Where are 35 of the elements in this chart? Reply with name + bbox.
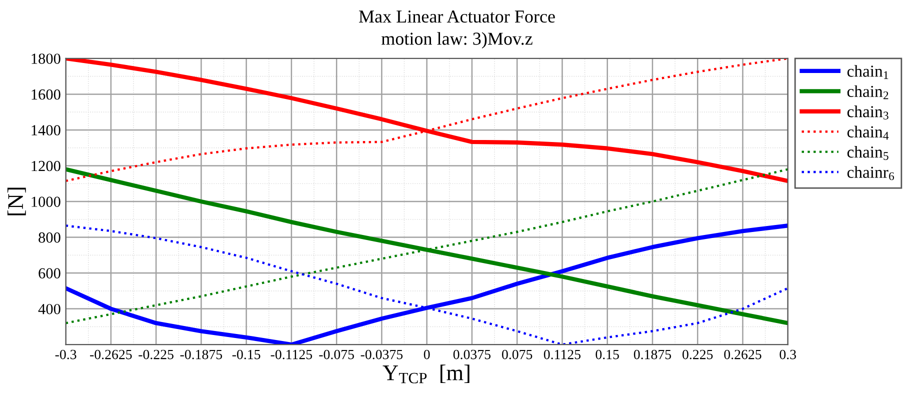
y-tick-label: 600	[38, 268, 60, 278]
y-tick-label: 400	[38, 304, 60, 314]
x-tick-label: 0.075	[502, 350, 532, 360]
x-tick-label: -0.075	[319, 350, 354, 360]
legend-label: chain$_{3}$	[847, 106, 888, 120]
y-tick-label: 1600	[32, 89, 60, 100]
y-tick-label: 1800	[32, 54, 60, 64]
y-tick-label: 800	[38, 232, 60, 243]
y-axis-title: [N]	[7, 188, 26, 216]
y-tick-label: 1000	[32, 196, 60, 207]
x-tick-label: 0.1125	[544, 350, 581, 360]
x-tick-label: -0.1875	[180, 350, 222, 360]
x-tick-label: -0.0375	[360, 350, 403, 360]
x-tick-label: -0.3	[55, 350, 76, 360]
x-tick-label: 0.1875	[634, 350, 672, 360]
x-tick-label: -0.1125	[270, 350, 312, 360]
legend-label: chain$_{2}$	[847, 85, 888, 100]
legend-label: chain$_{4}$	[847, 126, 889, 140]
x-tick-label: 0.225	[682, 350, 713, 360]
legend-label: chain$_{5}$	[847, 146, 888, 160]
chart-title: Max Linear Actuator Force	[359, 10, 555, 23]
y-tick-label: 1200	[32, 160, 60, 172]
x-tick-label: 0.15	[596, 350, 619, 360]
x-tick-label: 0.2625	[724, 350, 762, 360]
x-tick-label: 0.3	[780, 350, 796, 360]
chart-subtitle: motion law: 3)Mov.z	[381, 32, 532, 48]
y-tick-label: 1400	[32, 125, 60, 136]
x-tick-label: -0.15	[232, 350, 260, 360]
legend-label: chainr$_{6}$	[847, 166, 894, 180]
x-axis-title: Y$_{TCP}$ [m]	[382, 364, 470, 384]
x-tick-label: 0.0375	[453, 350, 491, 360]
x-tick-label: -0.225	[138, 350, 174, 360]
legend-label: chain$_{1}$	[847, 65, 888, 79]
x-tick-label: -0.2625	[90, 350, 132, 360]
x-tick-label: 0	[424, 350, 430, 360]
